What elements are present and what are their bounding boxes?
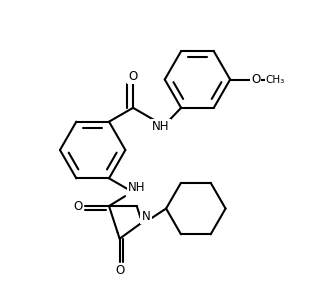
Text: O: O	[128, 70, 138, 83]
Text: O: O	[73, 200, 82, 213]
Text: O: O	[115, 264, 124, 277]
Text: NH: NH	[128, 181, 146, 194]
Text: N: N	[142, 210, 150, 223]
Text: O: O	[251, 73, 260, 86]
Text: CH₃: CH₃	[266, 75, 285, 85]
Text: NH: NH	[152, 120, 170, 133]
